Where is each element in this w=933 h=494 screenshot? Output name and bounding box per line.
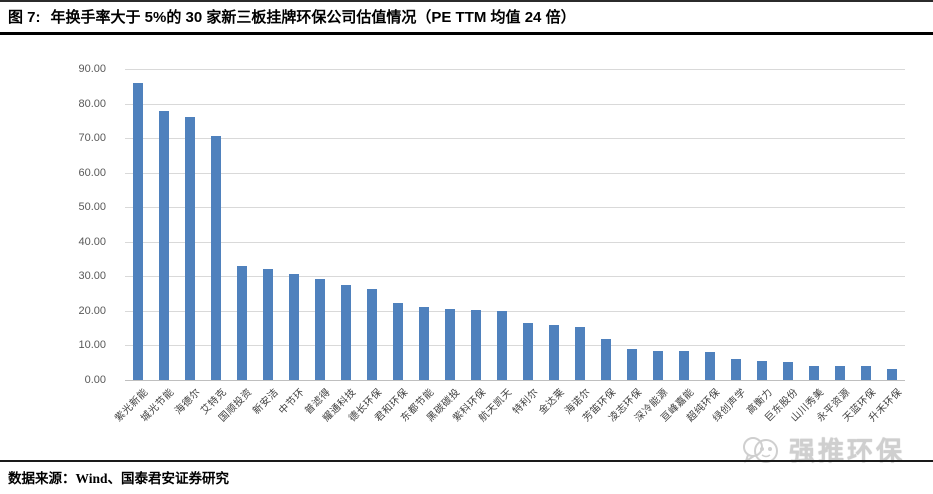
- y-axis-tick-label: 0.00: [84, 374, 106, 386]
- bar-特利尔: [523, 323, 533, 380]
- bar-巨东股份: [783, 361, 793, 380]
- bar-海德尔: [185, 117, 195, 380]
- bar-山川秀美: [809, 365, 819, 380]
- bar-君和环保: [393, 303, 403, 380]
- data-source-text: 数据来源：Wind、国泰君安证券研究: [8, 471, 230, 486]
- bar-普滤得: [315, 279, 325, 380]
- bar-紫光新能: [133, 82, 143, 380]
- bar-艾特克: [211, 136, 221, 380]
- gridline: [125, 345, 905, 347]
- bar-新安洁: [263, 269, 273, 380]
- bar-凌志环保: [627, 348, 637, 380]
- bar-德长环保: [367, 288, 377, 380]
- bar-高衡力: [757, 361, 767, 380]
- y-axis-tick-label: 90.00: [78, 63, 106, 75]
- bar-东都节能: [419, 307, 429, 380]
- bar-天蓝环保: [861, 365, 871, 380]
- bar-芳笛环保: [601, 338, 611, 380]
- gridline: [125, 103, 905, 105]
- bar-耀通科技: [341, 284, 351, 380]
- y-axis-tick-label: 10.00: [78, 339, 106, 352]
- gridline: [125, 241, 905, 243]
- bar-航天凯天: [497, 311, 507, 380]
- bar-中节环: [289, 273, 299, 380]
- x-axis-category-label: 海德尔: [172, 386, 203, 417]
- bar-亘峰嘉能: [679, 351, 689, 380]
- x-axis-category-label: 金达莱: [536, 386, 567, 417]
- bar-紫科环保: [471, 310, 481, 380]
- gridline: [125, 138, 905, 140]
- y-axis-tick-label: 80.00: [78, 97, 106, 110]
- gridline: [125, 310, 905, 312]
- y-axis-tick-label: 70.00: [78, 132, 106, 145]
- x-axis-category-label: 中节环: [276, 386, 307, 417]
- bar-国顺投资: [237, 265, 247, 380]
- gridline: [125, 276, 905, 278]
- y-axis-tick-label: 50.00: [78, 201, 106, 214]
- y-axis-tick-label: 40.00: [78, 235, 106, 248]
- bar-绿创声学: [731, 359, 741, 380]
- bar-金达莱: [549, 324, 559, 380]
- bar-城光节能: [159, 110, 169, 380]
- figure-title: 图 7: 年换手率大于 5%的 30 家新三板挂牌环保公司估值情况（PE TTM …: [0, 0, 933, 35]
- y-axis-tick-label: 60.00: [78, 166, 106, 179]
- figure-title-text: 年换手率大于 5%的 30 家新三板挂牌环保公司估值情况（PE TTM 均值 2…: [50, 9, 576, 26]
- bar-深冷能源: [653, 350, 663, 380]
- bar-升禾环保: [887, 368, 897, 380]
- bar-海诺尔: [575, 327, 585, 380]
- data-source: 数据来源：Wind、国泰君安证券研究: [0, 460, 933, 494]
- bar-永平资源: [835, 366, 845, 380]
- x-axis-category-label: 特利尔: [510, 386, 541, 417]
- x-axis-category-label: 新安洁: [250, 386, 281, 417]
- gridline: [125, 172, 905, 174]
- y-axis-tick-label: 20.00: [78, 304, 106, 317]
- bar-超纯环保: [705, 352, 715, 380]
- plot-area: [125, 69, 905, 381]
- bar-黑碳碳投: [445, 308, 455, 380]
- y-axis-tick-label: 30.00: [78, 270, 106, 283]
- bar-chart: 0.00 10.00 20.00 30.00 40.00 50.00 60.00 70.00 8…: [0, 33, 933, 463]
- x-axis-baseline: [125, 380, 905, 381]
- figure-number: 图 7:: [8, 9, 41, 26]
- gridline: [125, 207, 905, 209]
- gridline: [125, 69, 905, 70]
